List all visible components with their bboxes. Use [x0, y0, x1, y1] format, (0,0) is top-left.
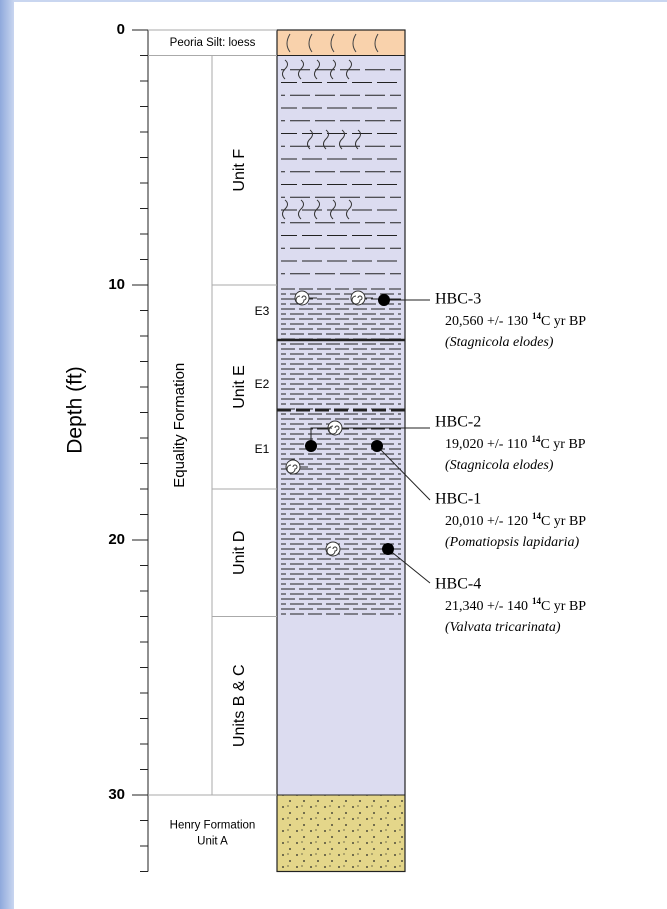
loess-mark [308, 33, 313, 53]
root-mark [346, 59, 352, 80]
sample-id: HBC-3 [435, 291, 481, 308]
side-strip [0, 0, 14, 909]
loess-fill [277, 30, 405, 56]
root-mark [282, 199, 288, 220]
y-tick-label: 20 [108, 531, 125, 548]
formation-label: Equality Formation [171, 363, 188, 488]
sand-dots [277, 795, 405, 872]
root-mark [282, 59, 288, 80]
loess-mark [352, 33, 357, 53]
sample-species: (Stagnicola elodes) [445, 335, 554, 350]
root-mark [314, 59, 320, 80]
unit-label: Units B & C [231, 664, 248, 747]
root-mark [355, 129, 361, 150]
formation-label: Peoria Silt: loess [170, 37, 256, 49]
root-mark [330, 199, 336, 220]
sample-point [378, 294, 390, 306]
age-value: 21,340 +/- 140 [445, 599, 528, 614]
age-unit: C yr BP [540, 437, 585, 452]
formation-label: Henry Formation [170, 819, 256, 831]
root-mark [307, 129, 313, 150]
axis-title: Depth (ft) [64, 366, 87, 454]
age-unit: C yr BP [541, 314, 586, 329]
root-mark [314, 199, 320, 220]
sample-point [305, 440, 317, 452]
sample-age: 20,010 +/- 120 14C yr BP [445, 511, 586, 529]
loess-mark [286, 33, 291, 53]
subunit-label: E1 [255, 442, 270, 456]
sample-point [382, 543, 394, 555]
age-unit: C yr BP [541, 599, 586, 614]
sample-species: (Pomatiopsis lapidaria) [445, 535, 580, 550]
sample-id: HBC-4 [435, 576, 481, 593]
sample-species: (Valvata tricarinata) [445, 620, 561, 635]
sample-id: HBC-1 [435, 491, 481, 508]
unit-label: Unit E [231, 365, 248, 409]
lithology-border [276, 29, 406, 873]
loess-mark [374, 33, 379, 53]
age-unit: C yr BP [541, 514, 586, 529]
loess-mark [330, 33, 335, 53]
isotope: 14 [531, 434, 541, 444]
age-value: 20,560 +/- 130 [445, 314, 528, 329]
dash-pattern [281, 288, 401, 616]
formation-label: Unit A [197, 835, 228, 847]
y-tick-label: 10 [108, 276, 125, 293]
isotope: 14 [532, 311, 542, 321]
root-mark [298, 59, 304, 80]
root-mark [330, 59, 336, 80]
root-mark [323, 129, 329, 150]
root-mark [339, 129, 345, 150]
sample-species: (Stagnicola elodes) [445, 458, 554, 473]
sample-age: 19,020 +/- 110 14C yr BP [445, 434, 586, 452]
sample-age: 21,340 +/- 140 14C yr BP [445, 596, 586, 614]
leader-line [376, 445, 431, 501]
isotope: 14 [532, 596, 542, 606]
sample-id: HBC-2 [435, 414, 481, 431]
sample-age: 20,560 +/- 130 14C yr BP [445, 311, 586, 329]
sample-point [371, 440, 383, 452]
unit-label: Unit D [231, 531, 248, 575]
age-value: 20,010 +/- 120 [445, 514, 528, 529]
subunit-label: E2 [255, 377, 270, 391]
root-mark [298, 199, 304, 220]
root-mark [346, 199, 352, 220]
top-border [14, 0, 667, 2]
unit-label: Unit F [231, 149, 248, 192]
dash-pattern [281, 59, 401, 283]
subunit-label: E3 [255, 304, 270, 318]
isotope: 14 [532, 511, 542, 521]
y-tick-label: 30 [108, 786, 125, 803]
age-value: 19,020 +/- 110 [445, 437, 527, 452]
y-tick-label: 0 [117, 21, 125, 38]
leader-line [387, 548, 431, 584]
